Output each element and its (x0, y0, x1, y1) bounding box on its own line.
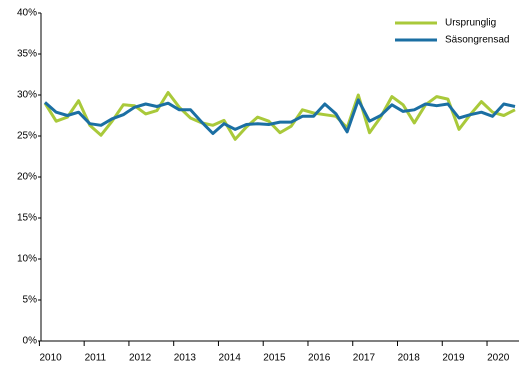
y-tick-label: 40% (17, 8, 37, 19)
series-line (43, 91, 516, 141)
x-tick-label: 2014 (219, 353, 242, 364)
x-tick-label: 2012 (129, 353, 152, 364)
x-tick-label: 2016 (308, 353, 331, 364)
y-tick-label: 25% (17, 131, 37, 142)
x-tick-label: 2017 (353, 353, 376, 364)
y-tick-label: 10% (17, 254, 37, 265)
y-tick-label: 35% (17, 49, 37, 60)
x-tick-label: 2018 (398, 353, 421, 364)
x-tick-label: 2010 (39, 353, 62, 364)
x-tick-label: 2015 (263, 353, 286, 364)
x-tick-label: 2020 (487, 353, 510, 364)
legend-label: Ursprunglig (445, 18, 496, 29)
legend-label: Säsongrensad (445, 35, 510, 46)
series-line (44, 98, 516, 135)
y-tick-label: 30% (17, 90, 37, 101)
y-tick-label: 20% (17, 172, 37, 183)
x-tick-label: 2011 (85, 353, 107, 364)
x-tick-label: 2013 (174, 353, 197, 364)
y-tick-label: 5% (23, 295, 38, 306)
y-tick-label: 15% (17, 213, 37, 224)
y-tick-label: 0% (23, 336, 38, 347)
x-tick-label: 2019 (442, 353, 465, 364)
